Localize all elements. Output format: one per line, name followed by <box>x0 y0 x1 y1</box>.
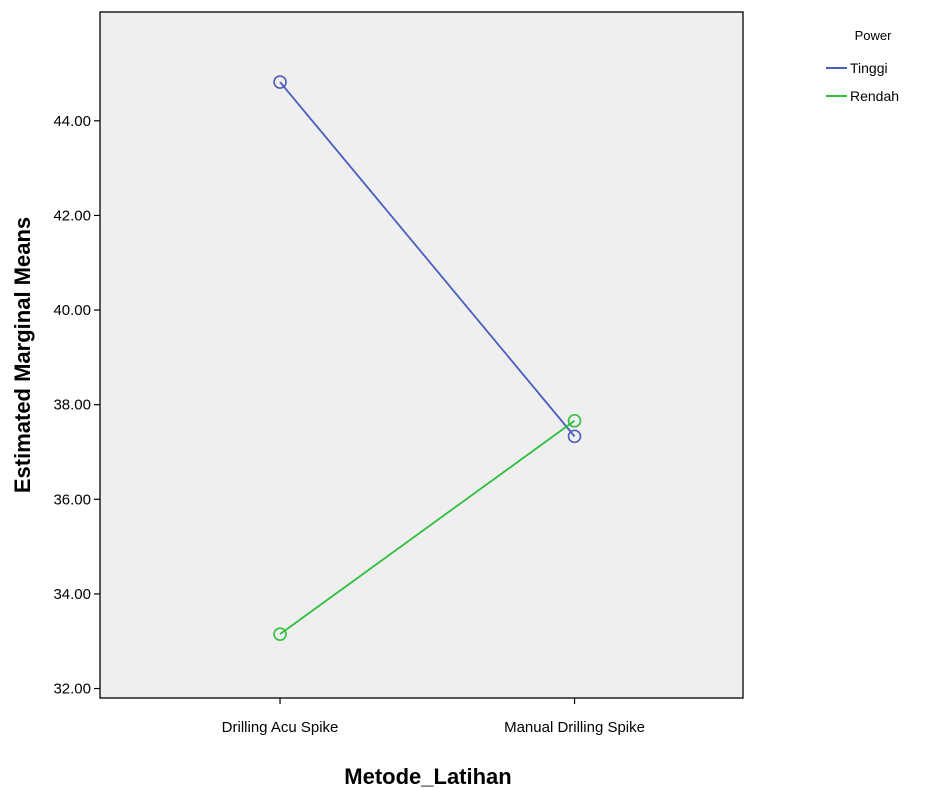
y-tick-label: 36.00 <box>53 491 91 508</box>
x-axis-title: Metode_Latihan <box>344 764 511 789</box>
x-tick-label: Manual Drilling Spike <box>504 719 645 736</box>
legend-label-tinggi: Tinggi <box>850 60 888 76</box>
y-tick-label: 34.00 <box>53 586 91 603</box>
series-point-rendah <box>567 413 582 428</box>
series-point-rendah <box>273 627 287 641</box>
y-tick-label: 44.00 <box>53 113 91 130</box>
plot-area <box>99 11 744 699</box>
legend: Power Tinggi Rendah <box>826 28 899 104</box>
legend-label-rendah: Rendah <box>850 88 899 104</box>
x-axis: Drilling Acu Spike Manual Drilling Spike <box>222 698 645 736</box>
y-tick-label: 38.00 <box>53 397 91 414</box>
legend-title: Power <box>855 28 893 43</box>
series-line-rendah <box>279 420 576 635</box>
y-axis: 32.00 34.00 36.00 38.00 40.00 42.00 44.00 <box>53 113 100 698</box>
x-tick-label: Drilling Acu Spike <box>222 719 339 736</box>
y-tick-label: 42.00 <box>53 207 91 224</box>
y-tick-label: 40.00 <box>53 302 91 319</box>
y-tick-label: 32.00 <box>53 681 91 698</box>
series-layer <box>273 75 582 641</box>
y-axis-title: Estimated Marginal Means <box>10 217 35 493</box>
series-point-tinggi <box>273 75 287 89</box>
series-point-tinggi <box>567 429 582 444</box>
series-line-tinggi <box>279 81 576 437</box>
